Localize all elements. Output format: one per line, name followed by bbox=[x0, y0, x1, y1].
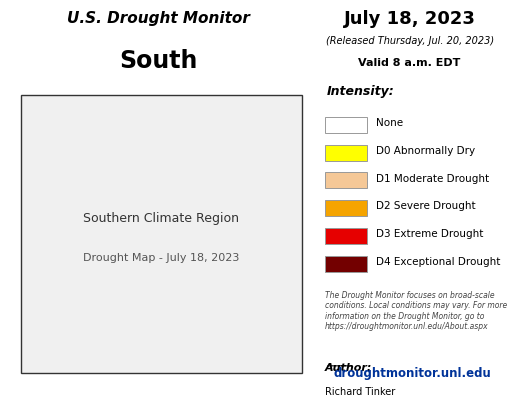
Text: Valid 8 a.m. EDT: Valid 8 a.m. EDT bbox=[358, 58, 461, 68]
Text: D3 Extreme Drought: D3 Extreme Drought bbox=[376, 229, 483, 239]
Text: D1 Moderate Drought: D1 Moderate Drought bbox=[376, 174, 489, 184]
Text: Intensity:: Intensity: bbox=[327, 86, 395, 98]
Text: Southern Climate Region: Southern Climate Region bbox=[83, 212, 239, 225]
FancyBboxPatch shape bbox=[325, 117, 367, 133]
FancyBboxPatch shape bbox=[325, 256, 367, 272]
Text: Richard Tinker: Richard Tinker bbox=[325, 386, 395, 396]
Text: droughtmonitor.unl.edu: droughtmonitor.unl.edu bbox=[333, 367, 491, 380]
Text: D0 Abnormally Dry: D0 Abnormally Dry bbox=[376, 146, 475, 156]
Text: Author:: Author: bbox=[325, 364, 372, 373]
Text: Drought Map - July 18, 2023: Drought Map - July 18, 2023 bbox=[83, 253, 240, 263]
FancyBboxPatch shape bbox=[325, 172, 367, 188]
Text: July 18, 2023: July 18, 2023 bbox=[344, 10, 476, 28]
FancyBboxPatch shape bbox=[325, 228, 367, 244]
FancyBboxPatch shape bbox=[325, 200, 367, 216]
Text: D2 Severe Drought: D2 Severe Drought bbox=[376, 202, 476, 211]
Text: South: South bbox=[119, 49, 198, 73]
Text: D4 Exceptional Drought: D4 Exceptional Drought bbox=[376, 257, 501, 267]
Text: (Released Thursday, Jul. 20, 2023): (Released Thursday, Jul. 20, 2023) bbox=[326, 36, 494, 46]
Text: The Drought Monitor focuses on broad-scale
conditions. Local conditions may vary: The Drought Monitor focuses on broad-sca… bbox=[325, 291, 507, 331]
Text: None: None bbox=[376, 118, 403, 128]
FancyBboxPatch shape bbox=[325, 145, 367, 161]
Text: U.S. Drought Monitor: U.S. Drought Monitor bbox=[67, 11, 250, 27]
